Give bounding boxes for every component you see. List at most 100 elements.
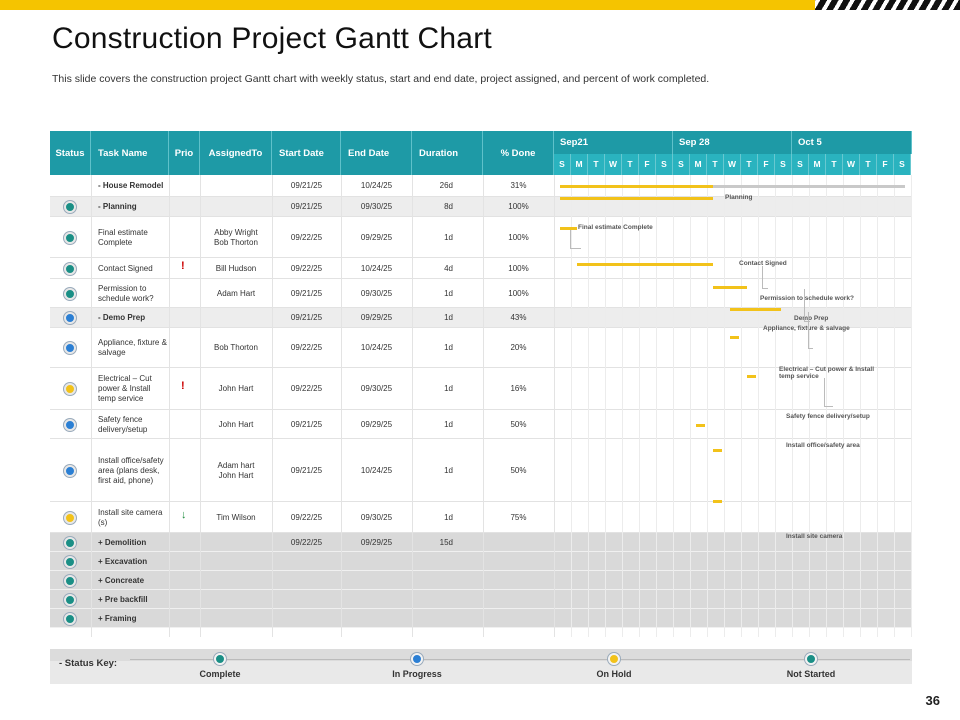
day-header: T <box>707 154 724 175</box>
status-dot <box>64 574 76 587</box>
status-dot <box>64 593 76 606</box>
assigned-to <box>200 533 272 552</box>
day-divider <box>656 175 657 637</box>
gantt-bar-label: Electrical – Cut power & Install temp se… <box>779 366 874 380</box>
end-date: 09/30/25 <box>360 288 393 298</box>
day-header: W <box>605 154 622 175</box>
day-header: S <box>673 154 690 175</box>
table-row <box>50 308 912 328</box>
end-date: 09/30/25 <box>360 512 393 522</box>
end-date <box>341 571 412 590</box>
day-divider <box>707 175 708 637</box>
assigned-to: Adam hart John Hart <box>217 460 255 480</box>
day-header: F <box>639 154 656 175</box>
end-date: 10/24/25 <box>360 465 393 475</box>
table-row <box>50 258 912 279</box>
percent-done: 100% <box>508 263 529 273</box>
end-date: 10/24/25 <box>360 263 393 273</box>
end-date: 09/29/25 <box>360 313 393 322</box>
status-dot <box>64 231 76 244</box>
status-key-line <box>130 659 910 660</box>
start-date <box>272 609 341 628</box>
day-header: W <box>724 154 741 175</box>
start-date: 09/21/25 <box>290 181 323 190</box>
column-divider <box>341 175 342 637</box>
page-subtitle: This slide covers the construction proje… <box>52 73 710 85</box>
gantt-bar-label: Final estimate Complete <box>578 224 653 231</box>
column-divider <box>91 175 92 637</box>
day-header: S <box>775 154 792 175</box>
gantt-bar <box>747 375 756 378</box>
top-banner-yellow <box>0 0 815 10</box>
table-row <box>50 571 912 590</box>
day-divider <box>724 175 725 637</box>
task-name: + Pre backfill <box>98 594 148 604</box>
duration <box>412 571 483 590</box>
status-key-strip <box>50 649 912 661</box>
day-header: T <box>741 154 758 175</box>
table-row <box>50 368 912 410</box>
table-row <box>50 590 912 609</box>
gantt-bar-progress <box>560 185 713 188</box>
day-divider <box>741 175 742 637</box>
percent-done <box>483 533 554 552</box>
percent-done <box>483 609 554 628</box>
table-row <box>50 552 912 571</box>
week-header: Sep 28 <box>673 131 792 154</box>
duration: 1d <box>444 384 453 393</box>
day-divider <box>911 175 912 637</box>
day-header: M <box>809 154 826 175</box>
hazard-stripes <box>815 0 960 10</box>
status-dot <box>64 612 76 625</box>
start-date <box>272 590 341 609</box>
task-name: Install office/safety area (plans desk, … <box>98 455 164 485</box>
gantt-bar-label: Permission to schedule work? <box>760 295 854 302</box>
column-divider <box>554 175 555 637</box>
gantt-bar-label: Appliance, fixture & salvage <box>763 325 850 332</box>
table-row <box>50 328 912 368</box>
column-header: Status <box>50 131 91 175</box>
gantt-connector <box>804 289 810 322</box>
day-divider <box>894 175 895 637</box>
percent-done <box>483 552 554 571</box>
column-divider <box>169 175 170 637</box>
start-date: 09/22/25 <box>290 537 323 547</box>
percent-done: 16% <box>510 384 527 393</box>
column-divider <box>200 175 201 637</box>
percent-done: 31% <box>510 181 527 190</box>
end-date: 09/29/25 <box>360 537 393 547</box>
percent-done: 43% <box>510 313 527 322</box>
assigned-to: John Hart <box>218 419 254 429</box>
day-divider <box>605 175 606 637</box>
start-date <box>272 552 341 571</box>
assigned-to: Abby Wright Bob Thorton <box>214 227 258 247</box>
column-header: End Date <box>341 131 412 175</box>
day-divider <box>877 175 878 637</box>
gantt-bar <box>560 227 577 230</box>
priority-flag: ! <box>181 380 185 392</box>
day-header: S <box>792 154 809 175</box>
gantt-bar <box>713 286 747 289</box>
column-divider <box>272 175 273 637</box>
duration: 1d <box>444 288 453 298</box>
task-name: + Concreate <box>98 575 145 585</box>
task-name: Safety fence delivery/setup <box>98 414 148 434</box>
duration: 4d <box>444 263 453 273</box>
column-divider <box>483 175 484 637</box>
task-name: Permission to schedule work? <box>98 283 154 303</box>
day-header: S <box>656 154 673 175</box>
column-divider <box>412 175 413 637</box>
task-name: + Framing <box>98 613 137 623</box>
day-divider <box>758 175 759 637</box>
gantt-bar-label: Safety fence delivery/setup <box>786 412 870 420</box>
day-header: T <box>860 154 877 175</box>
end-date: 10/24/25 <box>360 343 393 352</box>
status-key-dot <box>805 653 817 665</box>
percent-done <box>483 590 554 609</box>
start-date: 09/22/25 <box>290 384 323 393</box>
table-row <box>50 217 912 258</box>
start-date: 09/21/25 <box>290 465 323 475</box>
percent-done: 100% <box>508 232 529 242</box>
end-date <box>341 552 412 571</box>
duration <box>412 552 483 571</box>
